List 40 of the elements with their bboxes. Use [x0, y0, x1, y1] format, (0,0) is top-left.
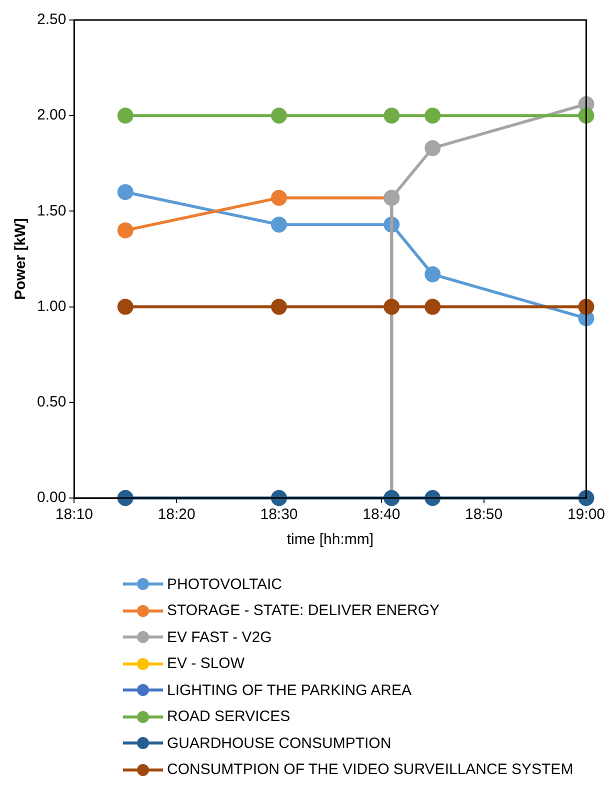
y-axis-title: Power [kW]	[12, 218, 30, 300]
legend-label: EV - SLOW	[167, 655, 245, 672]
x-tick-label: 18:10	[55, 506, 93, 524]
legend-label: STORAGE - STATE: DELIVER ENERGY	[167, 602, 440, 620]
y-tick-label: 0.50	[36, 394, 66, 411]
y-tick-label: 1.50	[36, 202, 66, 220]
x-tick-label: 18:30	[260, 506, 298, 524]
y-tick-label: 1.00	[36, 298, 66, 315]
point	[270, 298, 287, 315]
point	[578, 298, 594, 315]
point	[424, 298, 441, 315]
point	[424, 108, 441, 124]
point	[270, 216, 287, 233]
point	[270, 190, 287, 206]
point	[424, 140, 441, 156]
y-tick-label: 2.50	[36, 11, 66, 28]
point	[117, 298, 134, 315]
x-axis-title: time [hh:mm]	[286, 531, 374, 548]
x-tick-label: 18:50	[465, 506, 503, 524]
x-tick-label: 18:20	[158, 506, 196, 524]
point	[384, 298, 400, 315]
point	[270, 108, 287, 124]
point	[117, 108, 134, 124]
point	[117, 222, 134, 238]
legend-label: CONSUMTPION OF THE VIDEO SURVEILLANCE SYSTEM	[167, 761, 574, 778]
legend-label: LIGHTING OF THE PARKING AREA	[167, 682, 412, 699]
y-tick-label: 2.00	[36, 106, 66, 124]
legend-label: PHOTOVOLTAIC	[167, 576, 282, 593]
point	[424, 490, 441, 506]
legend-label: GUARDHOUSE CONSUMPTION	[167, 734, 392, 752]
point	[424, 266, 441, 282]
legend-label: EV FAST - V2G	[167, 628, 272, 646]
legend-label: ROAD SERVICES	[167, 708, 290, 726]
x-tick-label: 18:40	[362, 506, 400, 524]
point	[578, 490, 594, 506]
y-tick-label: 0.00	[36, 489, 66, 506]
point	[117, 184, 134, 200]
point	[578, 108, 594, 124]
point	[384, 108, 400, 124]
x-tick-label: 19:00	[567, 506, 606, 524]
